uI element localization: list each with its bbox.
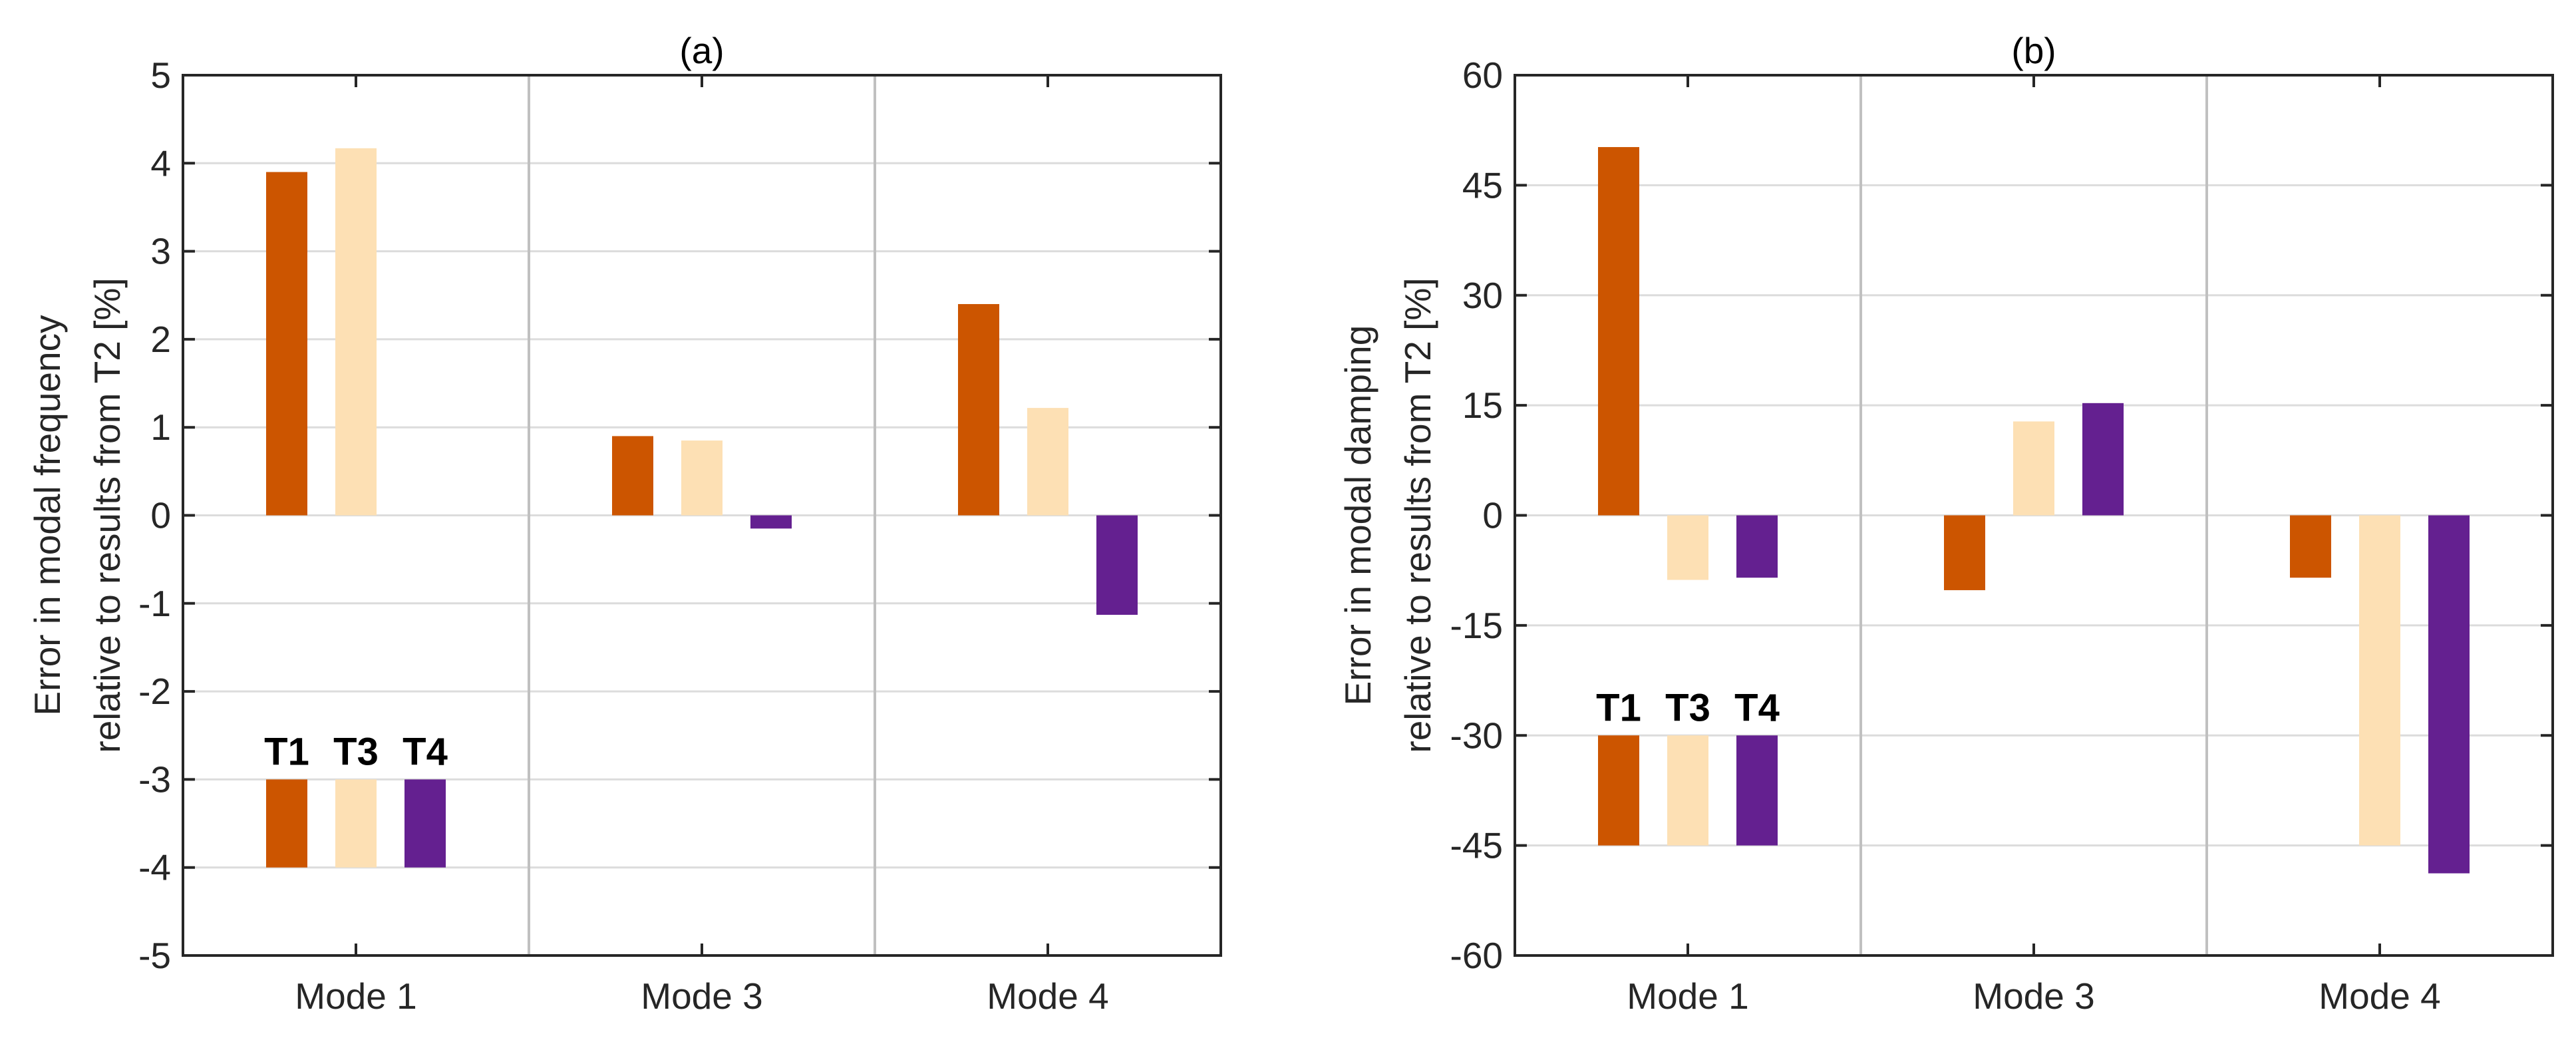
legend-label-t4: T4 bbox=[402, 730, 448, 773]
legend-swatch-t4 bbox=[1736, 735, 1778, 846]
legend-label-t3: T3 bbox=[333, 730, 379, 773]
legend-label-t1: T1 bbox=[264, 730, 309, 773]
legend-swatch-t1 bbox=[1598, 735, 1639, 846]
y-tick-label: 45 bbox=[1462, 164, 1503, 206]
y-tick-label: -15 bbox=[1450, 605, 1504, 646]
y-tick-label: -45 bbox=[1450, 825, 1504, 866]
y-tick-label: -1 bbox=[138, 583, 171, 624]
bar-t1-mode-1 bbox=[1598, 147, 1639, 516]
bar-t4-mode-3 bbox=[2082, 403, 2124, 516]
y-tick-label: -4 bbox=[138, 847, 171, 888]
x-tick-label: Mode 3 bbox=[641, 975, 762, 1017]
y-axis-label: Error in modal frequency bbox=[27, 315, 68, 716]
bar-t3-mode-1 bbox=[1667, 515, 1708, 580]
y-axis-label: relative to results from T2 [%] bbox=[1397, 277, 1438, 753]
y-tick-label: 15 bbox=[1462, 385, 1503, 426]
chart-title: (a) bbox=[679, 30, 724, 71]
bar-t4-mode-4 bbox=[2428, 515, 2470, 874]
legend-swatch-t4 bbox=[404, 779, 446, 868]
legend-label-t3: T3 bbox=[1665, 686, 1710, 729]
bar-t1-mode-4 bbox=[958, 303, 999, 516]
bar-t4-mode-4 bbox=[1096, 515, 1138, 615]
y-tick-label: -30 bbox=[1450, 715, 1504, 756]
y-tick-label: 4 bbox=[150, 142, 171, 184]
y-tick-label: -5 bbox=[138, 935, 171, 976]
legend-swatch-t3 bbox=[335, 779, 377, 868]
bar-t4-mode-3 bbox=[750, 515, 792, 529]
x-tick-label: Mode 4 bbox=[2319, 975, 2440, 1017]
chart-b: T1 T3 T4 60 45 30 15 0 -15 -30 -45 -60 Mode 1 Mode 3 M… bbox=[1337, 30, 2554, 1017]
y-tick-label: -60 bbox=[1450, 935, 1504, 976]
y-axis-label: relative to results from T2 [%] bbox=[86, 277, 128, 753]
y-tick-label: 1 bbox=[150, 407, 171, 448]
bar-t1-mode-1 bbox=[266, 172, 307, 516]
bar-t4-mode-1 bbox=[1736, 515, 1778, 578]
bar-t3-mode-4 bbox=[1027, 408, 1068, 516]
y-tick-label: -3 bbox=[138, 759, 171, 800]
x-tick-label: Mode 4 bbox=[987, 975, 1108, 1017]
y-tick-label: 0 bbox=[1482, 495, 1503, 536]
y-tick-label: 3 bbox=[150, 231, 171, 272]
x-tick-label: Mode 1 bbox=[295, 975, 416, 1017]
chart-title: (b) bbox=[2011, 30, 2056, 71]
x-tick-label: Mode 3 bbox=[1973, 975, 2094, 1017]
bar-t3-mode-3 bbox=[681, 440, 723, 516]
bar-t3-mode-4 bbox=[2359, 515, 2400, 846]
x-tick-label: Mode 1 bbox=[1627, 975, 1748, 1017]
y-tick-label: -2 bbox=[138, 671, 171, 712]
legend-swatch-t3 bbox=[1667, 735, 1708, 846]
y-tick-label: 60 bbox=[1462, 55, 1503, 96]
y-tick-label: 0 bbox=[150, 495, 171, 536]
bar-t1-mode-3 bbox=[612, 436, 653, 516]
y-tick-label: 30 bbox=[1462, 275, 1503, 316]
y-tick-label: 5 bbox=[150, 55, 171, 96]
bar-t3-mode-1 bbox=[335, 148, 377, 516]
bar-t1-mode-4 bbox=[2290, 515, 2331, 578]
y-axis-label: Error in modal damping bbox=[1337, 325, 1378, 706]
legend-label-t4: T4 bbox=[1734, 686, 1780, 729]
chart-a: T1 T3 T4 5 4 3 2 1 0 -1 -2 -3 -4 -5 Mode 1 Mode 3 Mode 4… bbox=[27, 30, 1222, 1017]
y-tick-label: 2 bbox=[150, 319, 171, 360]
bar-t1-mode-3 bbox=[1944, 515, 1985, 590]
legend-swatch-t1 bbox=[266, 779, 307, 868]
bar-t3-mode-3 bbox=[2013, 421, 2054, 516]
legend-label-t1: T1 bbox=[1596, 686, 1641, 729]
